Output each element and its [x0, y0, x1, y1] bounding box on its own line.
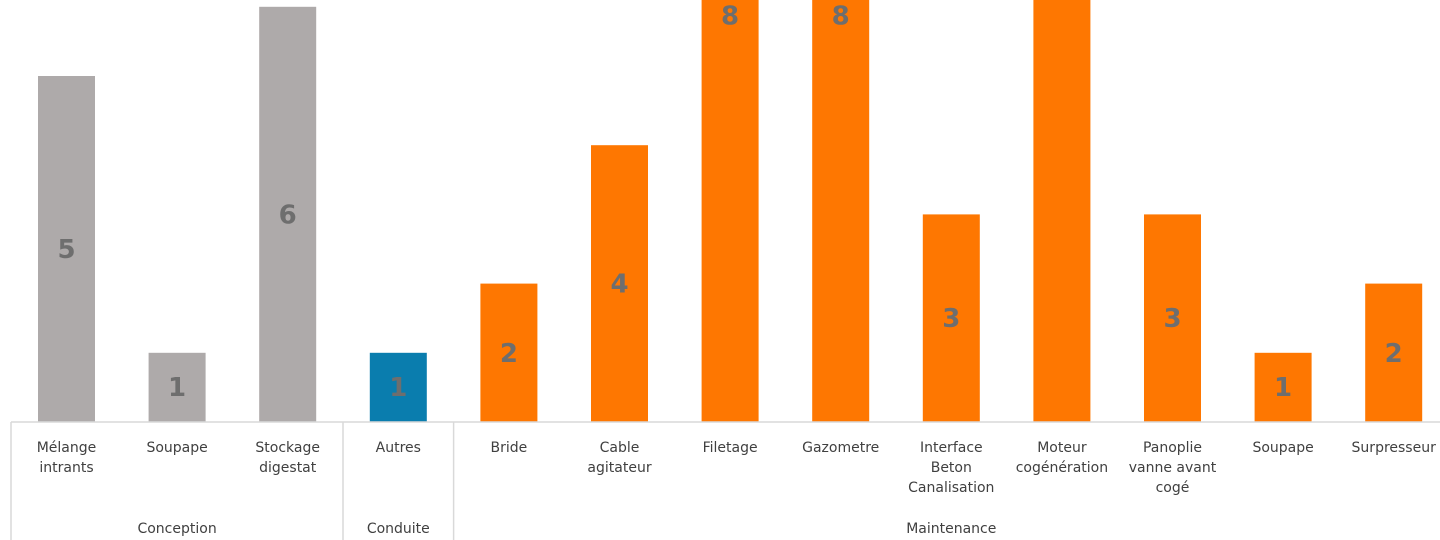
category-tick-label: Soupape — [1252, 440, 1313, 456]
data-label: 1 — [389, 373, 407, 403]
data-label: 6 — [279, 200, 297, 230]
bar-maintenance-4 — [922, 214, 980, 422]
data-label: 3 — [1163, 304, 1181, 334]
bar-maintenance-0 — [480, 283, 538, 422]
group-label-conduite: Conduite — [367, 521, 430, 537]
bars-layer: 5161248839312 — [38, 0, 1423, 423]
category-tick-label: Interface Beton Canalisation — [908, 440, 994, 496]
bar-conception-2 — [259, 6, 317, 423]
data-label: 1 — [1274, 373, 1292, 403]
data-label: 8 — [832, 1, 850, 31]
bar-maintenance-3 — [812, 0, 870, 422]
bar-conception-0 — [38, 76, 95, 422]
data-label: 1 — [168, 373, 186, 403]
group-label-conception: Conception — [137, 521, 216, 537]
category-axis: Mélange intrants Soupape Stockage digestat Co… — [10, 421, 1440, 540]
data-label: 5 — [57, 235, 75, 265]
data-label: 4 — [610, 270, 628, 300]
data-label: 2 — [1385, 339, 1403, 369]
category-tick-label: Filetage — [703, 440, 758, 456]
bar-maintenance-1 — [591, 145, 648, 422]
bar-maintenance-8 — [1365, 283, 1423, 422]
bar-conception-1 — [148, 352, 206, 422]
category-tick-label: Surpresseur — [1352, 440, 1437, 456]
category-tick-label: Cable agitateur — [587, 440, 651, 476]
data-label: 8 — [721, 1, 739, 31]
bar-maintenance-5 — [1033, 0, 1091, 422]
category-tick-label: Mélange intrants — [37, 440, 97, 476]
data-label: 3 — [942, 304, 960, 334]
data-label: 2 — [500, 339, 518, 369]
category-tick-label: Stockage digestat — [255, 440, 320, 476]
category-tick-label: Soupape — [146, 440, 207, 456]
category-tick-label: Autres — [376, 440, 421, 456]
category-tick-label: Gazometre — [802, 440, 879, 456]
bar-maintenance-6 — [1144, 214, 1201, 422]
category-tick-label: Bride — [491, 440, 528, 456]
bar-maintenance-7 — [1254, 352, 1312, 422]
category-tick-label: Moteur cogénération — [1016, 440, 1108, 476]
group-label-maintenance: Maintenance — [906, 521, 996, 537]
bar-conduite-0 — [369, 352, 427, 422]
category-tick-label: Panoplie vanne avant cogé — [1129, 440, 1217, 496]
bar-maintenance-2 — [701, 0, 759, 422]
